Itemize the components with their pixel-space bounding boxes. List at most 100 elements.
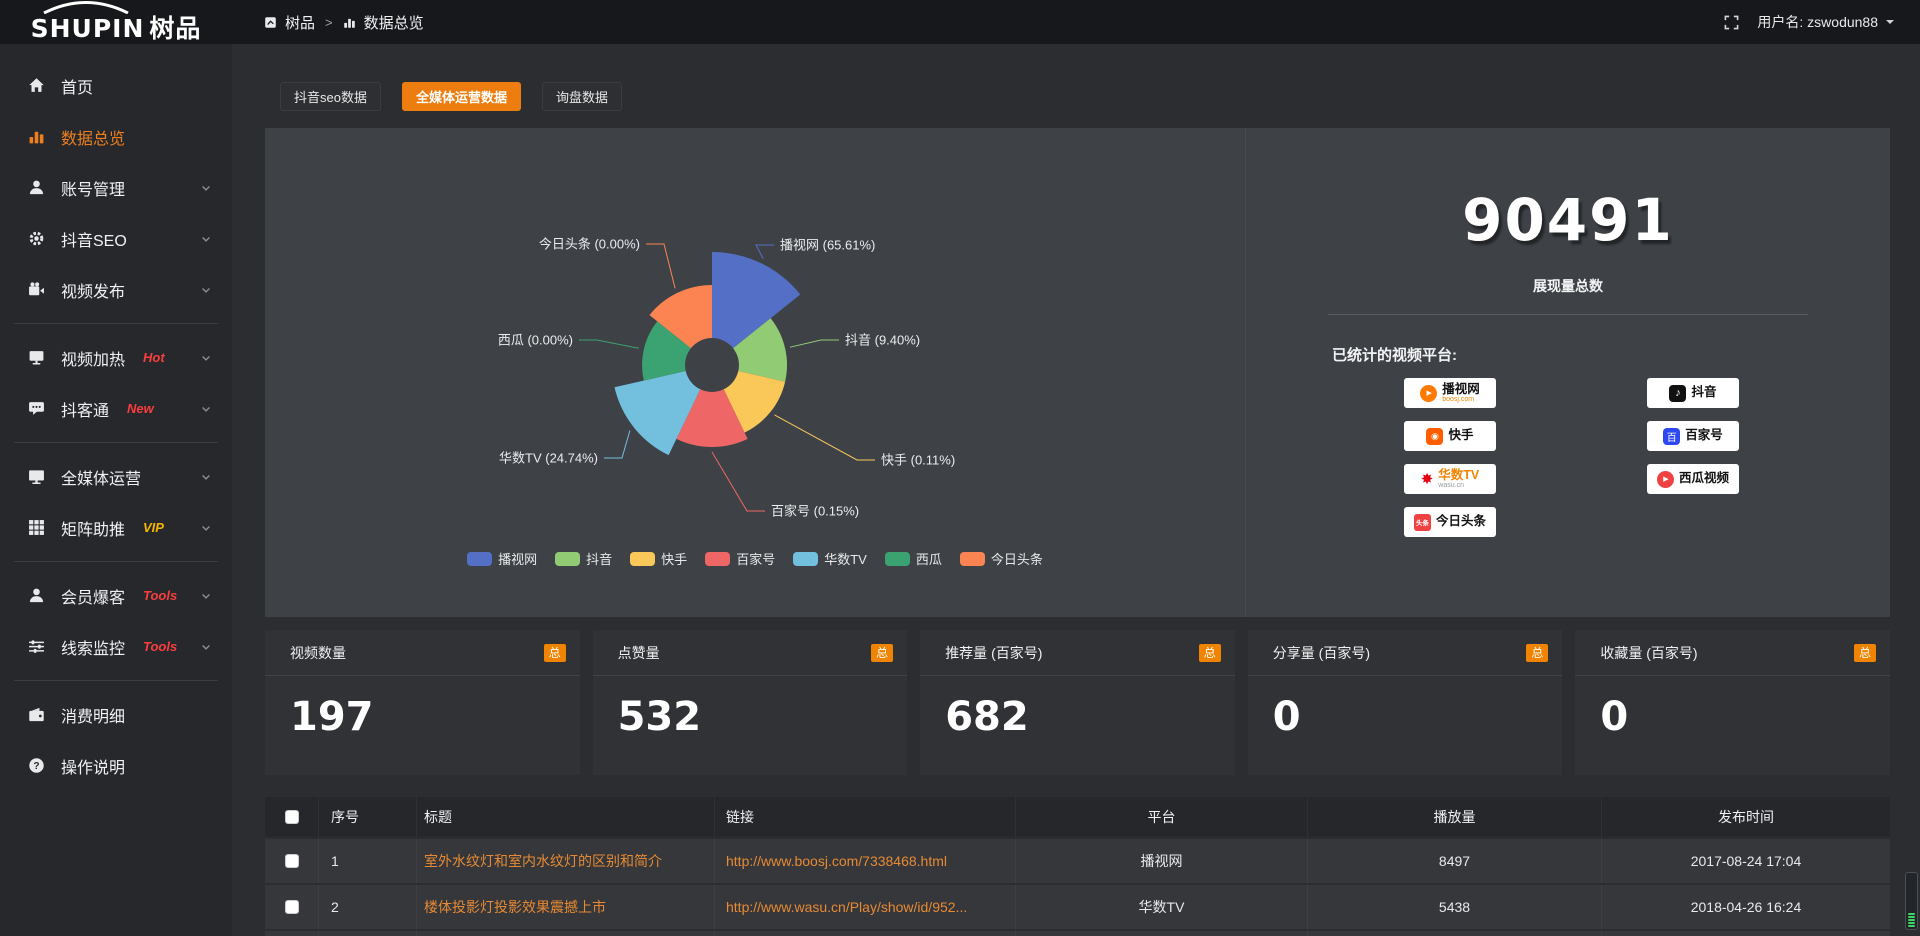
platform-cell: 华数TV (1016, 885, 1308, 929)
platform-share-chart: 播视网 (65.61%) 抖音 (9.40%) 快手 (0.11%) 百家号 (0.1… (265, 128, 1245, 617)
breadcrumb-root[interactable]: 树品 (285, 14, 316, 32)
legend-item[interactable]: 抖音 (555, 549, 612, 568)
tab[interactable]: 抖音seo数据 (280, 82, 381, 111)
stat-card: 视频数量 总 197 (265, 630, 580, 775)
legend-swatch (705, 551, 731, 566)
sidebar: 首页数据总览账号管理抖音SEO 视频发布视频加热 Hot 抖客通 New 全媒体运营矩阵助… (0, 44, 232, 936)
pie-slice[interactable] (712, 252, 801, 349)
select-all-checkbox[interactable] (284, 810, 299, 824)
total-badge[interactable]: 总 (543, 643, 566, 662)
stat-card-title: 视频数量 (290, 644, 346, 661)
sidebar-item[interactable]: 账号管理 (0, 162, 232, 213)
wasu-logo-icon: ✸ (1420, 471, 1434, 488)
pie-label-line (755, 244, 774, 259)
douyin-logo-icon: ♪ (1669, 384, 1687, 402)
sidebar-item[interactable]: 视频加热 Hot (0, 332, 232, 383)
video-url-link[interactable]: http://www.boosj.com/7338468.html (726, 853, 948, 869)
sidebar-item-label: 账号管理 (61, 181, 126, 199)
table-header-checkbox-cell (265, 797, 319, 837)
logo-text: SHUPIN (30, 14, 145, 43)
sidebar-item-tag: Hot (143, 350, 165, 365)
tab[interactable]: 全媒体运营数据 (401, 82, 521, 111)
total-badge[interactable]: 总 (1853, 643, 1876, 662)
total-badge[interactable]: 总 (1526, 643, 1549, 662)
sidebar-item[interactable]: 数据总览 (0, 111, 232, 162)
boosj-logo-icon: ▶ (1420, 384, 1438, 402)
platform-badge: ◉ 快手 (1404, 421, 1496, 451)
video-title-link[interactable]: 楼体投影灯投影效果震撼上市 (424, 899, 606, 915)
published-cell: 2017-08-24 17:04 (1690, 853, 1802, 869)
platform-cell: 播视网 (1016, 839, 1308, 883)
legend-swatch (793, 551, 819, 566)
video-title-link[interactable]: 室外水纹灯和室内水纹灯的区别和简介 (424, 853, 662, 869)
sidebar-item[interactable]: 会员爆客 Tools (0, 570, 232, 621)
stat-card-header: 分享量 (百家号) 总 (1247, 630, 1563, 676)
legend-item[interactable]: 百家号 (705, 549, 775, 568)
platform-badge: ▶ 西瓜视频 (1647, 464, 1739, 494)
sidebar-item[interactable]: 消费明细 (0, 689, 232, 740)
platform-name: 华数TV (1438, 467, 1480, 482)
total-badge[interactable]: 总 (1198, 643, 1221, 662)
username-label[interactable]: 用户名: zswodun88 (1757, 14, 1878, 30)
pie-label-line (789, 339, 839, 348)
platform-badge-text: 西瓜视频 (1679, 472, 1729, 485)
published-cell: 2018-04-26 16:24 (1690, 899, 1802, 915)
pie-slice[interactable] (649, 285, 713, 349)
pie-slice[interactable] (733, 318, 787, 382)
stat-card-value: 197 (290, 694, 374, 740)
legend-label: 华数TV (824, 552, 867, 567)
sidebar-item[interactable]: 视频发布 (0, 264, 232, 315)
table-row: 1 室外水纹灯和室内水纹灯的区别和简介 http://www.boosj.com/7… (265, 839, 1890, 883)
chevron-down-icon (200, 641, 212, 653)
pie-label-line (646, 243, 676, 289)
pie-label: 西瓜 (0.00%) (498, 333, 573, 348)
sidebar-item[interactable]: 全媒体运营 (0, 451, 232, 502)
video-url-cell: http://www.wasu.cn/Play/show/id/952... (715, 885, 1016, 929)
stat-card: 推荐量 (百家号) 总 682 (920, 630, 1235, 775)
sidebar-item-label: 首页 (61, 79, 94, 97)
video-url-link[interactable]: http://www.wasu.cn/Play/show/id/952... (726, 899, 968, 915)
user-icon (28, 179, 46, 196)
chevron-down-icon (1886, 20, 1894, 28)
tab[interactable]: 询盘数据 (541, 82, 622, 111)
stat-card-value: 0 (1272, 694, 1301, 740)
table-cell (1016, 931, 1308, 936)
legend-item[interactable]: 西瓜 (884, 549, 942, 568)
sidebar-item[interactable]: 线索监控 Tools (0, 621, 232, 672)
pie-slice[interactable] (723, 371, 786, 433)
sidebar-item-label: 视频加热 (61, 351, 126, 369)
topbar: SHUPIN 树品 树品 > 数据总览 用户名: zswodun88 (0, 0, 1920, 44)
sidebar-item[interactable]: 抖客通 New (0, 383, 232, 434)
chevron-down-icon (200, 182, 212, 194)
overview-panel: 播视网 (65.61%) 抖音 (9.40%) 快手 (0.11%) 百家号 (0.1… (265, 128, 1890, 617)
row-checkbox[interactable] (284, 854, 299, 868)
pie-label: 百家号 (0.15%) (771, 504, 859, 519)
video-url-cell: http://www.boosj.com/7338468.html (715, 839, 1016, 883)
legend-swatch (467, 551, 493, 566)
pie-slice[interactable] (642, 321, 691, 381)
legend-swatch (884, 551, 910, 566)
video-title-cell: 室外水纹灯和室内水纹灯的区别和简介 (417, 839, 715, 883)
legend-item[interactable]: 快手 (630, 549, 687, 568)
row-checkbox[interactable] (284, 900, 299, 914)
total-badge[interactable]: 总 (871, 643, 894, 662)
legend-item[interactable]: 播视网 (467, 549, 537, 568)
sidebar-item-label: 全媒体运营 (61, 470, 142, 488)
logo-suffix: 树品 (149, 14, 202, 43)
legend-item[interactable]: 今日头条 (959, 549, 1043, 568)
fullscreen-icon[interactable] (1724, 15, 1739, 30)
platform-badge-text: 今日头条 (1436, 515, 1486, 528)
column-header: 序号 (319, 797, 417, 837)
table-cell (715, 931, 1016, 936)
sidebar-item[interactable]: 矩阵助推 VIP (0, 502, 232, 553)
column-header: 播放量 (1308, 797, 1602, 837)
column-header: 链接 (715, 797, 1016, 837)
pie-slice[interactable] (676, 389, 748, 448)
sidebar-item[interactable]: 抖音SEO (0, 213, 232, 264)
sidebar-item-tag: Tools (143, 588, 178, 603)
pie-slice[interactable] (614, 371, 701, 456)
legend-item[interactable]: 华数TV (793, 549, 867, 568)
sidebar-item[interactable]: 首页 (0, 60, 232, 111)
sidebar-item[interactable]: ? 操作说明 (0, 740, 232, 791)
